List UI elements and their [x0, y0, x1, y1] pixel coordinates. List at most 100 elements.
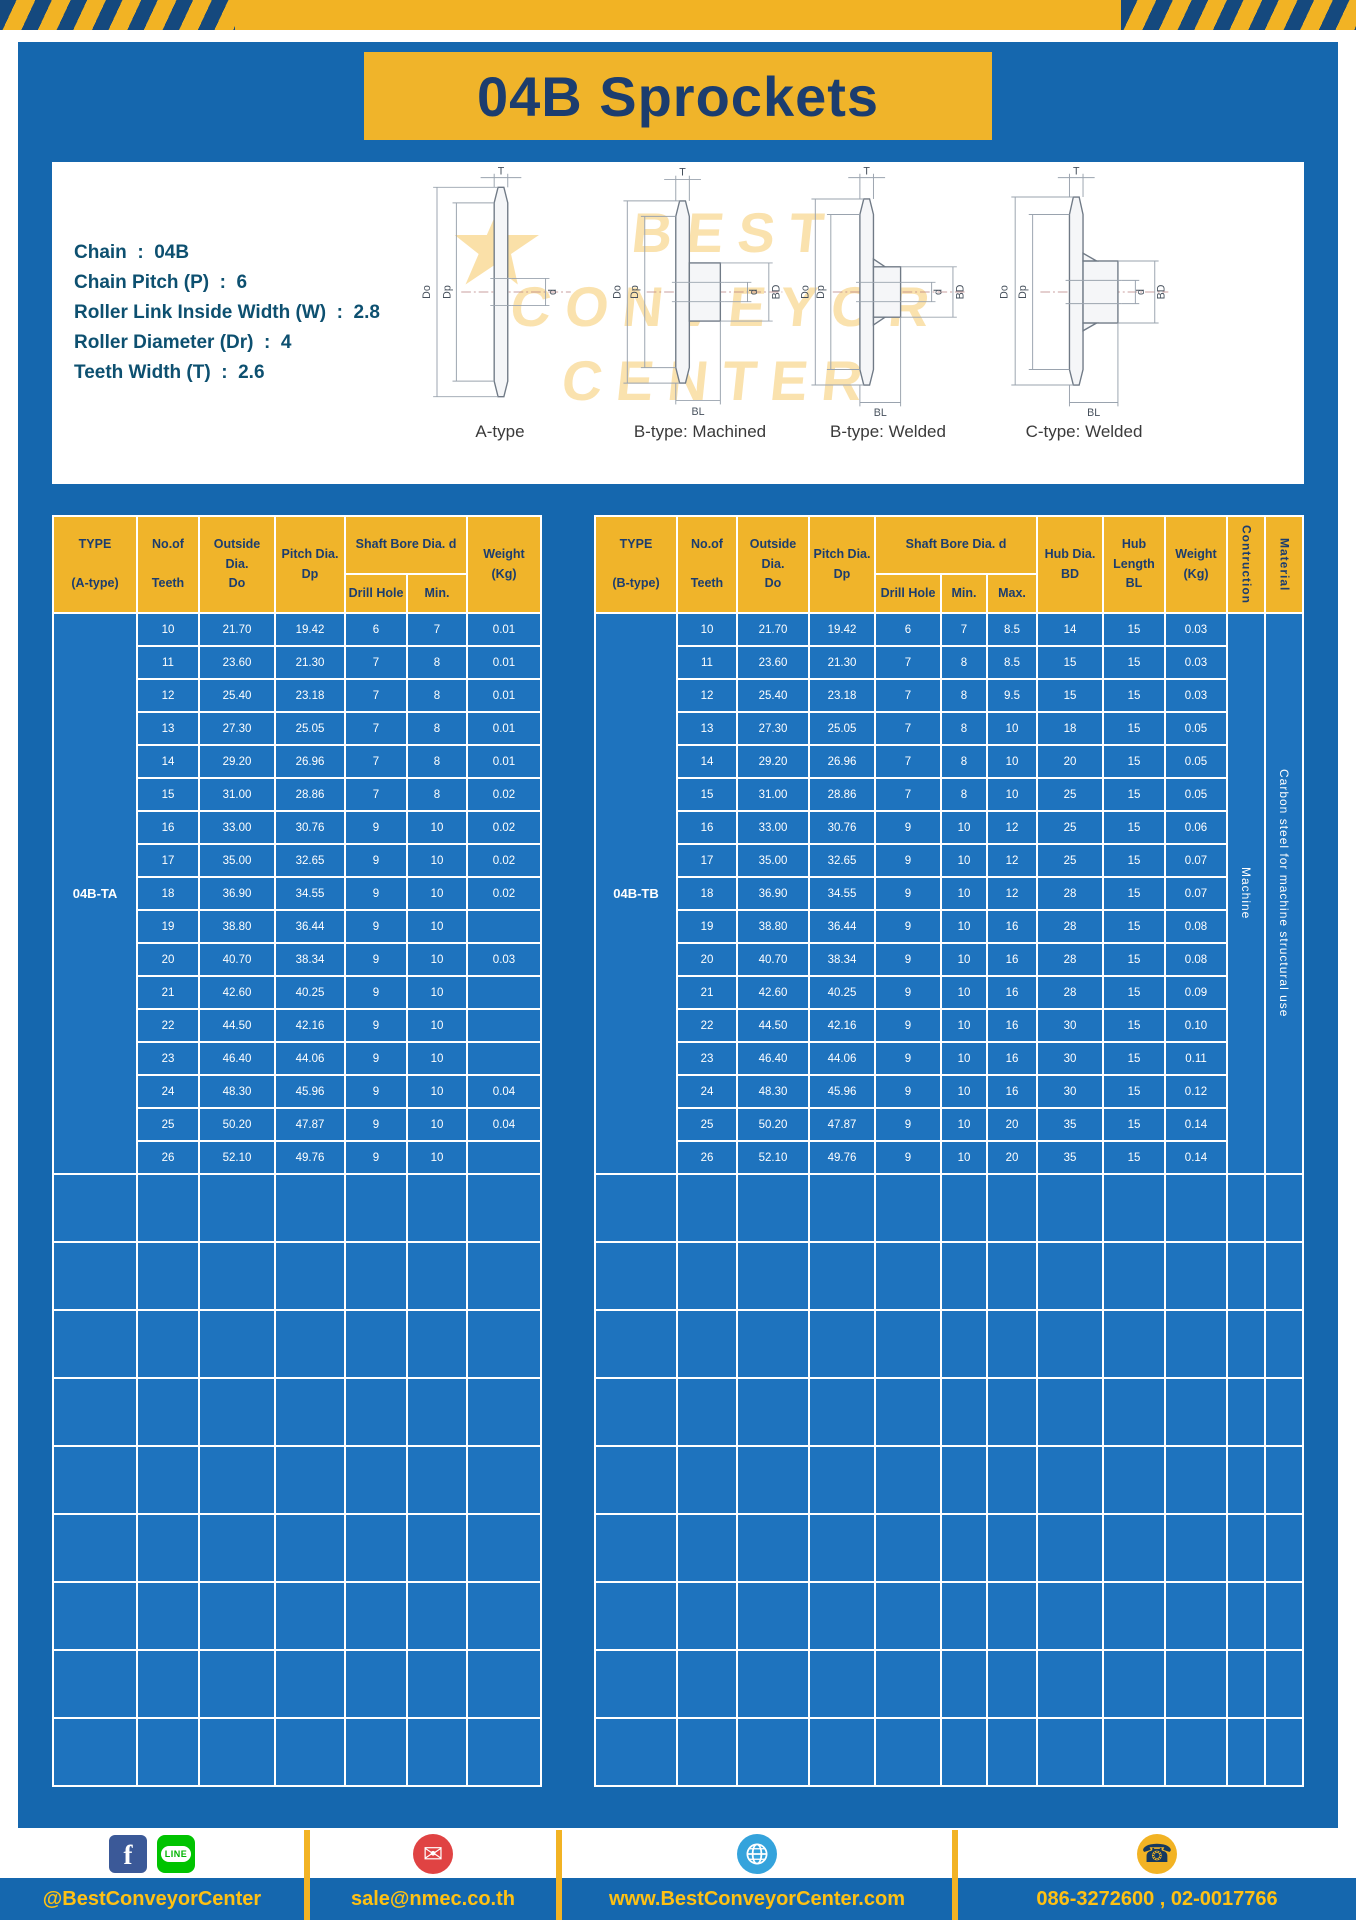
globe-icon[interactable]: [737, 1834, 777, 1874]
table-cell: 10: [406, 1008, 468, 1043]
table-cell: [676, 1649, 738, 1719]
facebook-icon[interactable]: f: [109, 1835, 147, 1873]
table-cell: [52, 1377, 138, 1447]
table-cell: 28.86: [808, 777, 876, 812]
data-row: 12 25.40 23.18 7 8 9.5 15 15 0.03: [595, 678, 1303, 713]
table-cell: 46.40: [198, 1041, 276, 1076]
table-cell: 0.08: [1164, 942, 1228, 977]
footer-email[interactable]: sale@nmec.co.th: [310, 1878, 556, 1920]
a-type-sprocket-diagram: T Do Dp d: [421, 166, 571, 398]
table-cell: 10: [940, 1041, 988, 1076]
table-cell: [986, 1513, 1038, 1583]
table-cell: 8.5: [986, 612, 1038, 647]
mail-icon[interactable]: ✉: [413, 1834, 453, 1874]
col-header-type-b: TYPE (B-type): [594, 515, 678, 614]
table-cell: 0.02: [466, 876, 542, 911]
table-cell: 15: [1102, 1140, 1166, 1175]
table-cell: [344, 1241, 408, 1311]
empty-row: [594, 1513, 1304, 1583]
table-a-type: TYPE (A-type) No.of Teeth Outside Dia. D…: [52, 515, 542, 1787]
footer-phone-numbers[interactable]: 086-3272600 , 02-0017766: [958, 1878, 1356, 1920]
table-cell: [52, 1173, 138, 1243]
col-header-hub-dia-b: Hub Dia. BD: [1036, 515, 1104, 614]
table-cell: 9: [874, 1008, 942, 1043]
table-cell: 42.60: [736, 975, 810, 1010]
data-row: 22 44.50 42.16 9 10: [53, 1008, 542, 1043]
svg-text:d: d: [1135, 289, 1147, 295]
table-cell: 0.14: [1164, 1140, 1228, 1175]
table-cell: [808, 1445, 876, 1515]
table-cell: 7: [344, 777, 408, 812]
table-cell: [344, 1309, 408, 1379]
table-cell: 10: [406, 876, 468, 911]
svg-text:Do: Do: [421, 285, 433, 299]
svg-text:T: T: [679, 167, 686, 179]
table-cell: 29.20: [736, 744, 810, 779]
table-cell: 44.06: [808, 1041, 876, 1076]
line-glyph: LINE: [160, 1846, 192, 1862]
table-cell: [1264, 1377, 1304, 1447]
table-cell: 28: [1036, 876, 1104, 911]
table-cell: 8: [406, 711, 468, 746]
col-header-hub-length-b: Hub Length BL: [1102, 515, 1166, 614]
caption-b-type-welded: B-type: Welded: [830, 422, 946, 441]
table-cell: 15: [1102, 843, 1166, 878]
line-icon[interactable]: LINE: [157, 1835, 195, 1873]
table-cell: 25.05: [274, 711, 346, 746]
table-cell: [874, 1513, 942, 1583]
table-cell: 34.55: [808, 876, 876, 911]
table-cell: 10: [940, 942, 988, 977]
footer-website-section: www.BestConveyorCenter.com: [562, 1830, 958, 1920]
table-cell: 19: [676, 909, 738, 944]
table-cell: 10: [986, 744, 1038, 779]
table-cell: 0.03: [1164, 612, 1228, 647]
table-cell: [1102, 1581, 1166, 1651]
table-cell: 16: [676, 810, 738, 845]
table-cell: [274, 1649, 346, 1719]
footer-phone-icons: ☎: [958, 1830, 1356, 1878]
svg-text:Dp: Dp: [1017, 285, 1029, 299]
data-row: 17 35.00 32.65 9 10 0.02: [53, 843, 542, 878]
table-cell: 7: [874, 645, 942, 680]
table-cell: [1036, 1445, 1104, 1515]
table-cell: [1264, 1513, 1304, 1583]
footer-social-handle[interactable]: @BestConveyorCenter: [0, 1878, 304, 1920]
svg-text:d: d: [547, 289, 559, 295]
table-cell: 15: [136, 777, 200, 812]
col-header-construction-b: Contruction: [1226, 515, 1266, 614]
footer-website[interactable]: www.BestConveyorCenter.com: [562, 1878, 952, 1920]
table-cell: [736, 1173, 810, 1243]
table-cell: 0.02: [466, 777, 542, 812]
table-cell: 15: [1102, 612, 1166, 647]
table-cell: 10: [406, 942, 468, 977]
table-cell: 7: [344, 711, 408, 746]
table-cell: 13: [136, 711, 200, 746]
table-cell: [274, 1173, 346, 1243]
table-cell: 12: [986, 876, 1038, 911]
table-cell: [406, 1649, 468, 1719]
data-row: 17 35.00 32.65 9 10 12 25 15 0.07: [595, 843, 1303, 878]
phone-icon[interactable]: ☎: [1137, 1834, 1177, 1874]
table-cell: [808, 1513, 876, 1583]
caption-a-type: A-type: [475, 422, 525, 441]
empty-row: [52, 1717, 542, 1787]
page-title: 04B Sprockets: [476, 64, 880, 128]
data-row: 04B-TA 10 21.70 19.42 6 7 0.01: [52, 612, 542, 1175]
table-cell: 0.01: [466, 678, 542, 713]
drawing-c-type-welded: T Do Dp d BD BL C-type: Welded: [984, 166, 1184, 442]
data-row: 12 25.40 23.18 7 8 0.01: [53, 678, 542, 713]
table-cell: 23: [676, 1041, 738, 1076]
data-row: 18 36.90 34.55 9 10 0.02: [53, 876, 542, 911]
data-row: 23 46.40 44.06 9 10: [53, 1041, 542, 1076]
table-cell: 8: [940, 678, 988, 713]
table-cell: 10: [940, 1140, 988, 1175]
svg-text:Dp: Dp: [629, 285, 641, 299]
table-cell: [940, 1309, 988, 1379]
construction-cell: Machine: [1226, 612, 1266, 1175]
table-cell: 38.80: [198, 909, 276, 944]
table-cell: 44.06: [274, 1041, 346, 1076]
table-cell: 49.76: [274, 1140, 346, 1175]
col-header-shaft-b: Shaft Bore Dia. d: [874, 515, 1038, 575]
svg-text:Do: Do: [800, 285, 812, 299]
empty-row: [52, 1173, 542, 1243]
